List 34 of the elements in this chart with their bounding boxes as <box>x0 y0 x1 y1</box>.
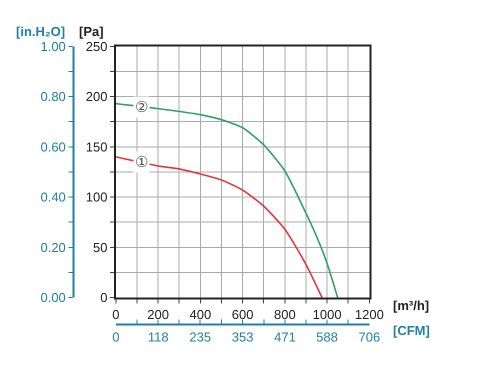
x-tick-label: 0 <box>112 306 120 322</box>
line-series <box>116 156 323 298</box>
y-tick-label: 0 <box>100 290 108 306</box>
y-tick-label: 200 <box>86 89 108 104</box>
x-tick-label: 800 <box>274 306 296 322</box>
y2-tick-label: 0.80 <box>40 89 66 104</box>
line-series <box>116 102 338 298</box>
x-tick-label: 600 <box>232 306 254 322</box>
y2-tick-label: 1.00 <box>40 38 66 54</box>
x2-tick-label: 471 <box>274 329 296 344</box>
y-axis-title: [Pa] <box>79 24 104 39</box>
x-tick-label: 400 <box>189 306 212 322</box>
x2-tick-label: 235 <box>189 329 212 344</box>
x2-tick-label: 118 <box>148 329 169 344</box>
y2-tick-label: 0.60 <box>40 139 66 154</box>
y2-tick-label: 0.00 <box>40 290 66 306</box>
x2-tick-label: 588 <box>316 329 338 344</box>
y-tick-label: 150 <box>86 139 108 154</box>
y2-axis-title: [in.H₂O] <box>16 24 66 39</box>
x2-tick-label: 0 <box>112 329 120 344</box>
x-tick-label: 1200 <box>354 306 384 322</box>
y2-tick-label: 0.40 <box>40 190 66 205</box>
y2-tick-label: 0.20 <box>40 240 66 255</box>
x-axis-title: [m³/h] <box>393 298 430 313</box>
y-tick-label: 50 <box>93 240 108 255</box>
y-tick-label: 250 <box>86 38 108 54</box>
series-label: ① <box>135 153 148 171</box>
x-tick-label: 200 <box>147 306 169 322</box>
x-tick-label: 1000 <box>312 306 342 322</box>
x2-axis-title: [CFM] <box>393 323 430 338</box>
y-tick-label: 100 <box>86 190 108 205</box>
series-label: ② <box>135 98 148 116</box>
x2-tick-label: 353 <box>232 329 254 344</box>
x2-tick-label: 706 <box>358 329 380 344</box>
